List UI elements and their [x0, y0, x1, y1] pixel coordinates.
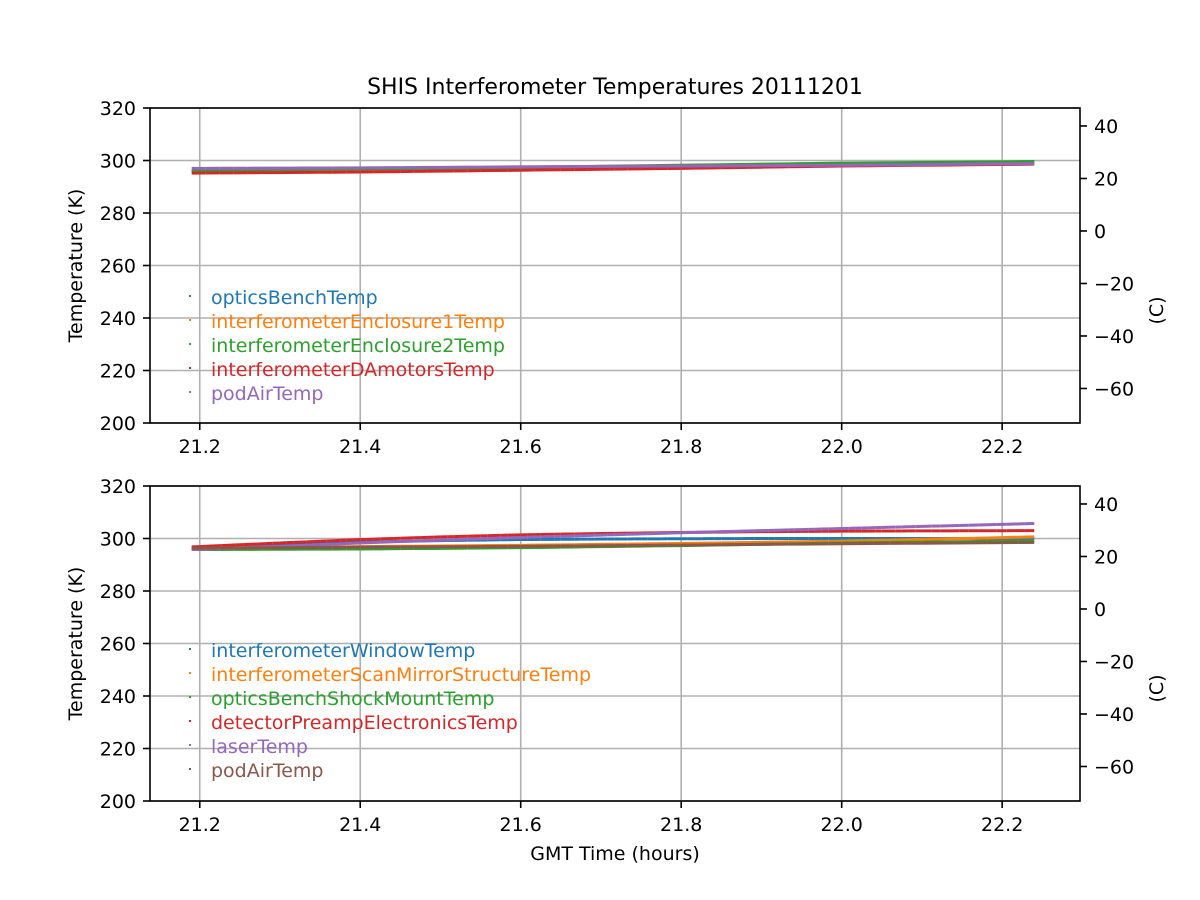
- right-y-tick-label: 40: [1094, 494, 1118, 516]
- legend-entry: opticsBenchShockMountTemp: [211, 688, 494, 710]
- legend-marker: [189, 720, 191, 722]
- right-y-tick-label: −20: [1094, 273, 1134, 295]
- legend-entry: podAirTemp: [211, 760, 323, 782]
- legend-entry: detectorPreampElectronicsTemp: [211, 712, 518, 734]
- legend-marker: [189, 391, 191, 393]
- y-tick-label: 320: [100, 98, 136, 120]
- series-laserTemp: [191, 522, 1035, 552]
- legend-entry: laserTemp: [211, 736, 308, 758]
- legend-marker: [189, 648, 191, 650]
- legend-marker: [189, 367, 191, 369]
- right-y-tick-label: 0: [1094, 599, 1106, 621]
- x-tick-label: 22.0: [821, 436, 863, 458]
- x-tick-label: 21.8: [660, 436, 702, 458]
- legend-entry: podAirTemp: [211, 383, 323, 405]
- legend: interferometerWindowTempinterferometerSc…: [189, 640, 591, 782]
- legend-marker: [189, 672, 191, 674]
- x-tick-label: 21.8: [660, 814, 702, 836]
- legend-marker: [189, 295, 191, 297]
- x-tick-label: 22.2: [981, 436, 1023, 458]
- y-axis-label: Temperature (K): [65, 189, 87, 344]
- y-tick-label: 220: [100, 361, 136, 383]
- y-axis-label: Temperature (K): [65, 567, 87, 722]
- y-tick-label: 280: [100, 581, 136, 603]
- legend-marker: [189, 696, 191, 698]
- series-podAirTemp: [191, 162, 1035, 170]
- y-tick-label: 220: [100, 739, 136, 761]
- legend-entry: interferometerEnclosure2Temp: [211, 335, 505, 357]
- right-y-tick-label: −60: [1094, 756, 1134, 778]
- legend-entry: interferometerWindowTemp: [211, 640, 475, 662]
- y-tick-label: 240: [100, 686, 136, 708]
- figure-title: SHIS Interferometer Temperatures 2011120…: [367, 75, 863, 100]
- x-tick-label: 22.0: [821, 814, 863, 836]
- legend-marker: [189, 744, 191, 746]
- right-y-tick-label: 0: [1094, 221, 1106, 243]
- legend-entry: interferometerEnclosure1Temp: [211, 311, 505, 333]
- x-tick-label: 21.4: [339, 436, 381, 458]
- legend-marker: [189, 343, 191, 345]
- right-y-tick-label: 40: [1094, 116, 1118, 138]
- right-y-tick-label: 20: [1094, 546, 1118, 568]
- y-tick-label: 320: [100, 476, 136, 498]
- legend-marker: [189, 768, 191, 770]
- y-tick-label: 260: [100, 256, 136, 278]
- y-tick-label: 200: [100, 791, 136, 813]
- right-y-axis-label: (C): [1146, 674, 1168, 702]
- legend-entry: interferometerScanMirrorStructureTemp: [211, 664, 591, 686]
- x-tick-label: 21.6: [500, 814, 542, 836]
- right-y-axis-label: (C): [1146, 296, 1168, 324]
- x-tick-label: 21.2: [179, 814, 221, 836]
- y-tick-label: 300: [100, 151, 136, 173]
- y-tick-label: 280: [100, 203, 136, 225]
- top-panel: 21.2 21.4 21.6 21.8 22.0 22.22002202402602803…: [65, 98, 1168, 458]
- x-tick-label: 22.2: [981, 814, 1023, 836]
- x-tick-label: 21.2: [179, 436, 221, 458]
- y-tick-label: 240: [100, 308, 136, 330]
- right-y-tick-label: −40: [1094, 704, 1134, 726]
- right-y-tick-label: −40: [1094, 326, 1134, 348]
- right-y-tick-label: −20: [1094, 651, 1134, 673]
- bottom-panel: 21.2 21.4 21.6 21.8 22.0 22.22002202402602803…: [65, 476, 1168, 836]
- x-axis-label: GMT Time (hours): [530, 843, 700, 865]
- right-y-tick-label: −60: [1094, 378, 1134, 400]
- legend-entry: interferometerDAmotorsTemp: [211, 359, 495, 381]
- x-tick-label: 21.6: [500, 436, 542, 458]
- legend-entry: opticsBenchTemp: [211, 287, 378, 309]
- x-tick-label: 21.4: [339, 814, 381, 836]
- right-y-tick-label: 20: [1094, 168, 1118, 190]
- y-tick-label: 260: [100, 634, 136, 656]
- y-tick-label: 300: [100, 529, 136, 551]
- y-tick-label: 200: [100, 413, 136, 435]
- series-podAirTemp: [191, 540, 1035, 550]
- legend-marker: [189, 319, 191, 321]
- legend: opticsBenchTempinterferometerEnclosure1T…: [189, 287, 505, 405]
